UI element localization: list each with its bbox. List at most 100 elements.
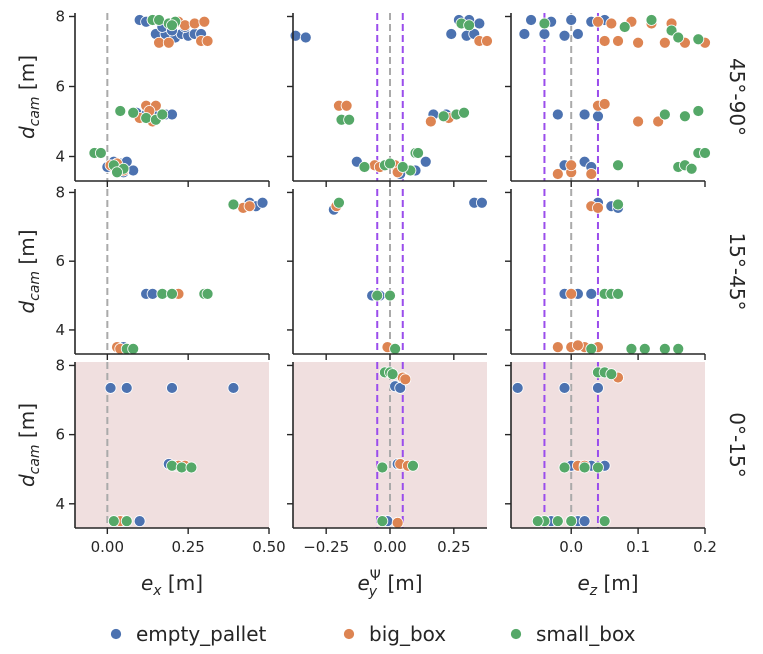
y-tick-label: 6: [55, 78, 65, 96]
point-empty-pallet: [551, 108, 564, 121]
point-small-box: [699, 147, 711, 159]
point-small-box: [396, 161, 409, 173]
point-small-box: [592, 461, 604, 474]
point-small-box: [156, 108, 169, 121]
point-small-box: [384, 157, 396, 170]
y-axis-label: dcam [m]: [15, 55, 43, 139]
shaded-background: [511, 362, 705, 528]
point-empty-pallet: [289, 29, 302, 42]
x-tick-label: 0.1: [626, 538, 650, 556]
point-big-box: [188, 17, 201, 30]
point-big-box: [585, 168, 598, 180]
panel-r1-c1: [287, 189, 488, 360]
point-empty-pallet: [518, 28, 531, 40]
point-small-box: [343, 113, 356, 126]
point-small-box: [120, 515, 133, 527]
point-big-box: [399, 373, 412, 386]
point-small-box: [389, 342, 402, 355]
point-small-box: [531, 515, 544, 527]
point-empty-pallet: [558, 382, 571, 394]
y-tick-label: 8: [55, 183, 65, 201]
point-small-box: [140, 112, 153, 124]
point-empty-pallet: [578, 515, 591, 527]
legend-label: big_box: [369, 622, 446, 646]
panel-r0-c2: [505, 13, 711, 187]
point-small-box: [376, 515, 389, 527]
point-small-box: [672, 31, 685, 44]
point-big-box: [481, 35, 493, 47]
point-empty-pallet: [558, 29, 571, 42]
point-small-box: [612, 198, 624, 211]
point-big-box: [243, 200, 256, 213]
point-big-box: [551, 168, 564, 180]
point-small-box: [166, 287, 178, 300]
point-small-box: [376, 461, 389, 474]
point-big-box: [391, 516, 404, 529]
point-small-box: [598, 515, 611, 527]
panels-layer: 4 6 8 dcam [m] 45°-90° 4 6 8 dcam [m] 15°-45° 4 6 8 0…: [15, 8, 749, 601]
point-big-box: [551, 341, 564, 354]
point-empty-pallet: [578, 108, 591, 121]
point-empty-pallet: [592, 382, 604, 394]
point-small-box: [679, 110, 691, 123]
point-empty-pallet: [585, 287, 598, 300]
point-small-box: [185, 461, 198, 474]
point-small-box: [463, 19, 476, 32]
point-small-box: [692, 105, 705, 117]
y-tick-label: 8: [55, 8, 65, 26]
legend-marker: [343, 628, 355, 640]
x-tick-label: 0.0: [559, 538, 583, 556]
point-small-box: [227, 198, 240, 211]
point-empty-pallet: [299, 31, 312, 44]
point-small-box: [333, 196, 345, 209]
point-small-box: [692, 33, 705, 46]
point-small-box: [94, 147, 107, 159]
point-empty-pallet: [104, 382, 117, 394]
x-tick-label: 0.00: [91, 538, 124, 556]
point-small-box: [638, 342, 651, 355]
panel-r0-c1: [287, 13, 493, 187]
point-big-box: [201, 35, 214, 47]
x-tick-label: 0.25: [437, 538, 470, 556]
point-small-box: [658, 108, 671, 121]
point-small-box: [358, 161, 371, 173]
panel-r1-c0: 4 6 8: [55, 183, 270, 360]
point-small-box: [612, 159, 624, 172]
y-axis-label: dcam [m]: [15, 229, 43, 313]
point-small-box: [578, 461, 591, 474]
point-empty-pallet: [511, 382, 524, 394]
x-axis-label: eΨ y [m]: [357, 568, 422, 600]
point-empty-pallet: [166, 382, 178, 394]
point-big-box: [162, 36, 175, 49]
legend-marker: [510, 628, 522, 640]
point-small-box: [114, 105, 127, 117]
point-empty-pallet: [227, 382, 240, 394]
point-small-box: [127, 106, 140, 119]
point-empty-pallet: [538, 28, 551, 40]
legend-marker: [110, 628, 122, 640]
point-small-box: [672, 342, 685, 355]
point-empty-pallet: [473, 17, 486, 30]
point-big-box: [598, 35, 611, 47]
point-empty-pallet: [475, 196, 488, 209]
point-empty-pallet: [592, 110, 604, 123]
point-small-box: [107, 515, 120, 527]
legend: empty_pallet big_box small_box: [110, 622, 636, 646]
point-big-box: [565, 159, 578, 172]
point-big-box: [198, 15, 211, 28]
point-small-box: [384, 289, 396, 302]
point-small-box: [371, 289, 384, 302]
row-title: 0°-15°: [725, 412, 749, 477]
point-empty-pallet: [565, 14, 578, 26]
point-small-box: [166, 459, 178, 472]
point-big-box: [424, 115, 437, 128]
point-big-box: [571, 339, 584, 352]
x-tick-label: 0.00: [373, 538, 406, 556]
x-tick-label: 0.50: [252, 538, 285, 556]
point-small-box: [201, 287, 214, 300]
panel-r0-c0: 4 6 8: [55, 8, 270, 187]
y-tick-label: 8: [55, 356, 65, 374]
point-big-box: [632, 115, 645, 128]
point-small-box: [458, 106, 470, 119]
